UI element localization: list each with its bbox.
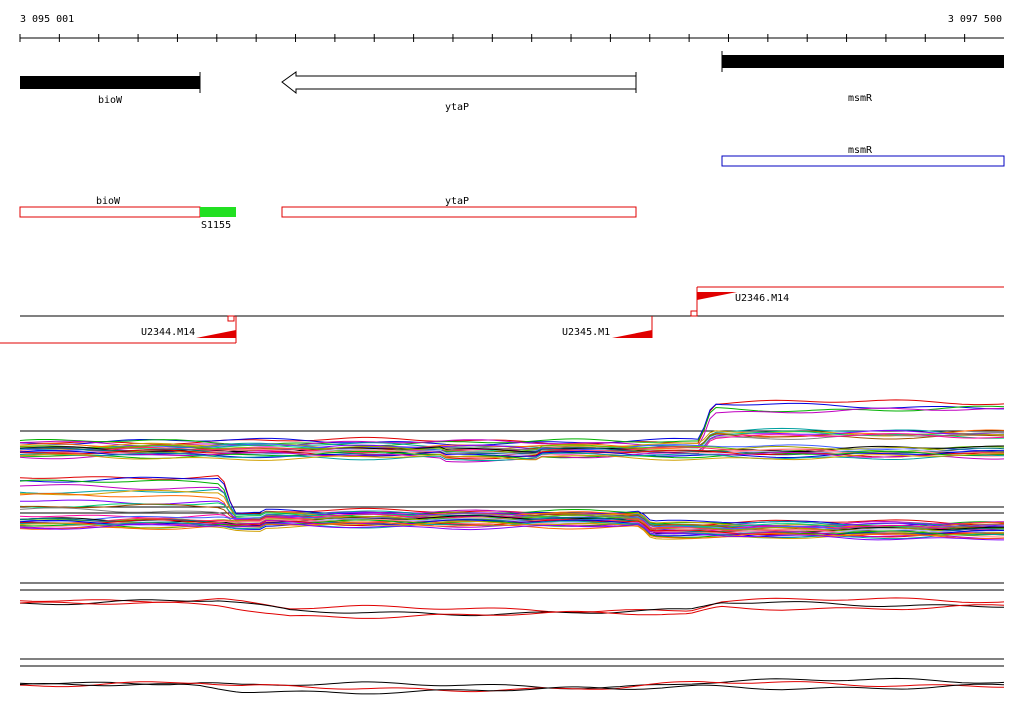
expression-profile-line — [19, 681, 1004, 693]
transcript-u2345-label: U2345.M1 — [562, 327, 610, 338]
annotation-ytap-label: ytaP — [445, 196, 469, 207]
expression-profile-line — [20, 499, 1005, 531]
annotation-ytap-box[interactable] — [281, 206, 637, 218]
red-triangle-flag-icon — [196, 330, 236, 338]
expression-track-4 — [19, 658, 1005, 695]
left-arrow-icon — [281, 71, 637, 95]
annotation-track: msmR bioW S1155 ytaP — [19, 145, 1005, 231]
expression-profile-line — [19, 513, 1005, 532]
ruler-ticks — [19, 34, 966, 42]
expression-profile-line — [19, 520, 1005, 540]
red-triangle-flag-icon — [612, 330, 652, 338]
gene-track: bioW ytaP msmR — [20, 51, 1004, 113]
transcript-u2345[interactable] — [612, 316, 653, 338]
annotation-biow-label: bioW — [96, 196, 121, 207]
expression-profile-line — [19, 453, 1005, 461]
gene-biow-label: bioW — [98, 95, 123, 106]
gene-msmr-label: msmR — [848, 93, 873, 104]
expression-profile-line — [19, 682, 1005, 695]
transcript-u2344-label: U2344.M14 — [141, 327, 195, 338]
expression-profile-line — [19, 446, 1005, 455]
ruler-end-label: 3 097 500 — [947, 14, 1002, 25]
expression-profile-line — [19, 522, 1004, 541]
expression-track-2 — [19, 475, 1005, 541]
expression-track-3 — [19, 582, 1005, 619]
annotation-msmr-label: msmR — [848, 145, 873, 156]
gene-biow-bar[interactable] — [20, 76, 200, 89]
expression-profiles-3 — [19, 597, 1005, 619]
expression-profile-line — [19, 601, 1005, 619]
annotation-biow-box[interactable] — [19, 206, 201, 218]
expression-profile-line — [19, 399, 1005, 445]
gene-ytap-arrow[interactable] — [281, 71, 637, 95]
expression-profile-line — [19, 521, 1005, 540]
expression-profile-line — [19, 599, 1004, 617]
expression-profile-line — [19, 402, 1004, 446]
expression-profile-line — [19, 452, 1005, 461]
transcript-u2346[interactable] — [690, 286, 1004, 317]
ruler-start-label: 3 095 001 — [20, 14, 75, 25]
expression-track-1 — [19, 399, 1005, 463]
expression-profiles-4 — [19, 677, 1005, 695]
transcript-u2344[interactable] — [0, 315, 237, 344]
transcript-u2346-label: U2346.M14 — [735, 293, 789, 304]
coordinate-ruler — [19, 34, 1004, 42]
gene-msmr-bar[interactable] — [722, 55, 1004, 68]
annotation-s1155-label: S1155 — [201, 220, 231, 231]
red-triangle-flag-icon — [697, 292, 737, 300]
gene-ytap-label: ytaP — [445, 102, 469, 113]
annotation-msmr-box[interactable] — [721, 155, 1005, 167]
expression-profiles-1 — [19, 399, 1005, 463]
annotation-s1155-box[interactable] — [200, 207, 236, 217]
expression-profiles-2 — [19, 475, 1005, 541]
expression-profile-line — [19, 405, 1005, 447]
transcript-track: U2346.M14 U2344.M14 U2345.M1 — [0, 286, 1004, 344]
